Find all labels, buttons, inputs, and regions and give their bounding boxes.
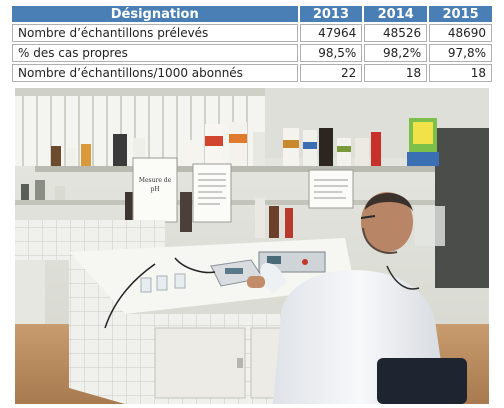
header-designation: Désignation	[12, 6, 298, 22]
statistics-table: Désignation 2013 2014 2015 Nombre d’écha…	[10, 4, 494, 84]
row-label: Nombre d’échantillons prélevés	[12, 24, 298, 42]
cell-value: 18	[364, 64, 428, 82]
cell-value: 18	[429, 64, 492, 82]
ph-measurement-sign: Mesure de pH	[132, 157, 178, 223]
wall-notice	[192, 163, 232, 223]
wall-notice	[308, 169, 354, 209]
sign-line-1: Mesure de	[139, 177, 172, 184]
cell-value: 98,5%	[299, 44, 363, 62]
laboratory-scene: Mesure de pH	[15, 88, 489, 404]
row-label: % des cas propres	[12, 44, 298, 62]
laboratory-photo: Mesure de pH	[15, 88, 489, 404]
reagent-bottles	[51, 122, 381, 166]
cell-value: 98,2%	[364, 44, 428, 62]
table-row: Nombre d’échantillons/1000 abonnés 22 18…	[12, 64, 492, 82]
table-row: % des cas propres 98,5% 98,2% 97,8%	[12, 44, 492, 62]
header-year-2014: 2014	[364, 6, 428, 22]
cell-value: 47964	[299, 24, 363, 42]
header-year-2015: 2015	[429, 6, 492, 22]
cell-value: 48526	[364, 24, 428, 42]
table-row: Nombre d’échantillons prélevés 47964 485…	[12, 24, 492, 42]
sign-line-2: pH	[150, 186, 159, 193]
cell-value: 48690	[429, 24, 492, 42]
back-bench-base	[15, 260, 45, 324]
bench-glassware	[140, 273, 186, 293]
header-year-2013: 2013	[299, 6, 363, 22]
cell-value: 22	[299, 64, 363, 82]
table-header-row: Désignation 2013 2014 2015	[12, 6, 492, 22]
upper-shelf	[35, 166, 435, 172]
office-chair	[377, 358, 467, 404]
wall-poster	[407, 118, 439, 166]
cell-value: 97,8%	[429, 44, 492, 62]
bench-cables	[104, 257, 216, 329]
row-label: Nombre d’échantillons/1000 abonnés	[12, 64, 298, 82]
